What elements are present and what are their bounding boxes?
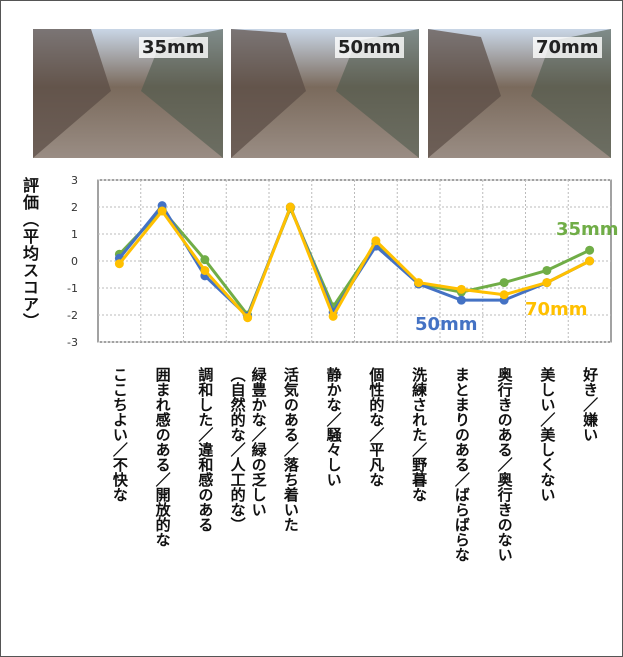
data-point <box>157 206 167 216</box>
data-point <box>414 278 424 288</box>
photo-detail <box>141 29 223 158</box>
photos <box>33 29 611 158</box>
data-point <box>585 256 595 266</box>
data-point <box>371 236 381 246</box>
photo-label: 70mm <box>533 37 602 58</box>
data-point <box>243 313 253 323</box>
x-tick-label: 静かな／騒々しい <box>324 367 343 487</box>
data-point <box>542 278 552 288</box>
y-tick-label: 1 <box>71 228 78 241</box>
data-point <box>499 290 509 300</box>
photo-detail <box>336 29 419 158</box>
x-tick-label: 奥行きのある／奥行きのない <box>495 367 514 562</box>
photo-label: 50mm <box>335 37 404 58</box>
photo-detail <box>428 29 501 158</box>
y-tick-label: -2 <box>67 309 78 322</box>
data-point <box>285 202 295 212</box>
y-tick-label: 0 <box>71 255 78 268</box>
photo-label: 35mm <box>139 37 208 58</box>
x-tick-label: 緑豊かな／緑の乏しい （自然的な／人工的な） <box>228 367 268 532</box>
y-tick-label: -1 <box>67 282 78 295</box>
x-tick-label: まとまりのある／ばらばらな <box>452 367 471 562</box>
data-point <box>114 259 124 269</box>
x-tick-label: 好き／嫌い <box>581 367 600 442</box>
data-point <box>456 295 466 305</box>
data-point <box>585 245 595 255</box>
series-line <box>118 204 591 318</box>
series-label: 70mm <box>525 299 588 320</box>
x-tick-label: 囲まれ感のある／開放的な <box>153 367 172 547</box>
x-tick-label: 個性的な／平凡な <box>367 367 386 487</box>
data-point <box>200 265 210 275</box>
photo-detail <box>33 29 111 158</box>
y-tick-label: 2 <box>71 201 78 214</box>
data-point <box>456 284 466 294</box>
data-point <box>200 255 210 265</box>
y-axis-title: 評価（平均スコア） <box>20 177 39 330</box>
data-point <box>542 265 552 275</box>
x-tick-label: ここちよい／不快な <box>110 367 129 502</box>
y-tick-label: 3 <box>71 174 78 187</box>
photo-detail <box>231 29 306 158</box>
data-point <box>499 278 509 288</box>
photo-detail <box>531 29 611 158</box>
x-tick-label: 洗練された／野暮な <box>410 367 429 502</box>
series-label: 50mm <box>415 314 478 335</box>
x-tick-label: 美しい／美しくない <box>538 367 557 502</box>
x-tick-label: 活気のある／落ち着いた <box>281 367 300 532</box>
data-point <box>328 311 338 321</box>
series-label: 35mm <box>556 219 619 240</box>
x-tick-label: 調和した／違和感のある <box>196 367 215 532</box>
series-line <box>118 202 591 321</box>
y-tick-label: -3 <box>67 336 78 349</box>
